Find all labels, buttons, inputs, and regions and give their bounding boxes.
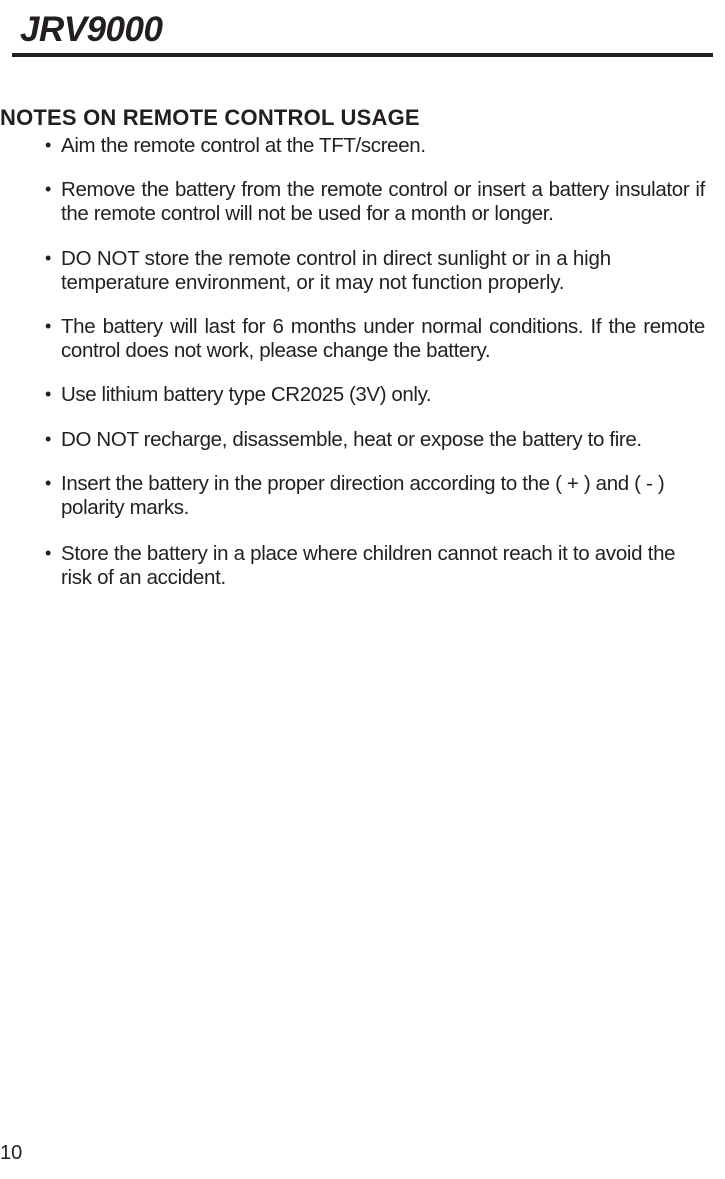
bullet-dot-icon: •	[45, 542, 61, 590]
list-item-text: Use lithium battery type CR2025 (3V) onl…	[61, 383, 705, 407]
list-item-text: Store the battery in a place where child…	[61, 542, 705, 590]
bullet-dot-icon: •	[45, 383, 61, 407]
product-title: JRV9000	[20, 10, 162, 50]
bullet-dot-icon: •	[45, 428, 61, 452]
list-item-text: The battery will last for 6 months under…	[61, 315, 705, 363]
list-item: • Aim the remote control at the TFT/scre…	[45, 134, 705, 158]
page-number: 10	[0, 1142, 22, 1165]
list-item-text: DO NOT store the remote control in direc…	[61, 247, 705, 295]
list-item-text: Remove the battery from the remote contr…	[61, 178, 705, 226]
page: JRV9000 NOTES ON REMOTE CONTROL USAGE • …	[0, 0, 725, 1179]
section-heading: NOTES ON REMOTE CONTROL USAGE	[0, 105, 420, 131]
list-item: • Use lithium battery type CR2025 (3V) o…	[45, 383, 705, 407]
list-item: • The battery will last for 6 months und…	[45, 315, 705, 363]
bullet-dot-icon: •	[45, 315, 61, 363]
list-item: • Remove the battery from the remote con…	[45, 178, 705, 226]
list-item-text: Insert the battery in the proper directi…	[61, 472, 705, 520]
bullet-dot-icon: •	[45, 134, 61, 158]
list-item: • Insert the battery in the proper direc…	[45, 472, 705, 520]
bullet-dot-icon: •	[45, 178, 61, 226]
list-item: • DO NOT store the remote control in dir…	[45, 247, 705, 295]
bullet-dot-icon: •	[45, 472, 61, 520]
bullet-list: • Aim the remote control at the TFT/scre…	[45, 134, 705, 610]
title-rule	[12, 53, 713, 57]
list-item-text: Aim the remote control at the TFT/screen…	[61, 134, 705, 158]
bullet-dot-icon: •	[45, 247, 61, 295]
list-item: • Store the battery in a place where chi…	[45, 542, 705, 590]
list-item: • DO NOT recharge, disassemble, heat or …	[45, 428, 705, 452]
list-item-text: DO NOT recharge, disassemble, heat or ex…	[61, 428, 705, 452]
